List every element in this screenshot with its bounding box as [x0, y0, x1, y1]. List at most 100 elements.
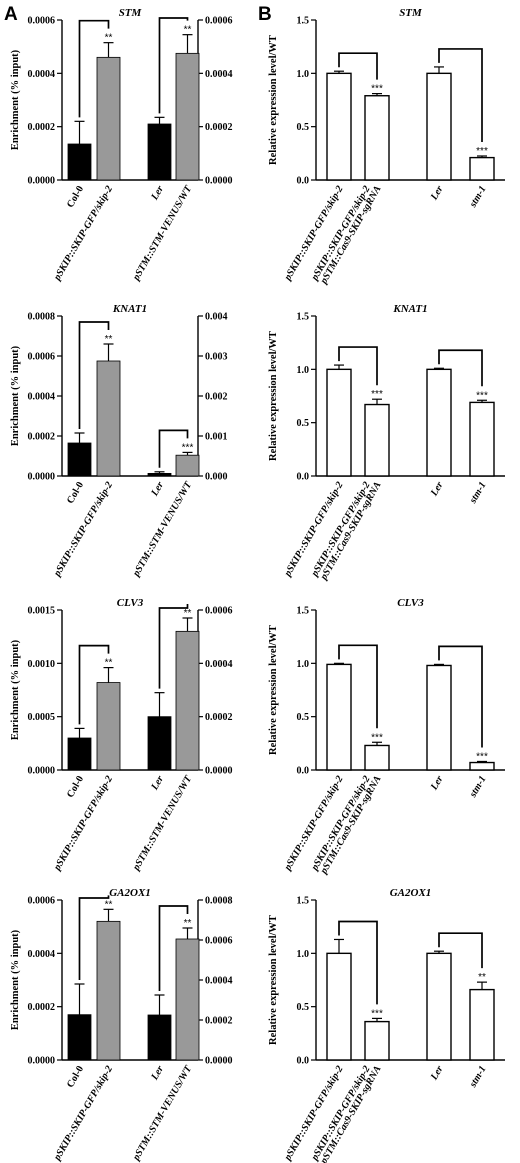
chart-title: CLV3: [397, 597, 424, 609]
bar: [326, 952, 352, 1061]
comparison-bracket: [78, 644, 110, 725]
bar: [469, 988, 495, 1061]
category-label: stm-1: [467, 480, 488, 506]
category-label: pSTM::STM-VENUS/WT: [130, 183, 194, 283]
comparison-bracket: [338, 920, 378, 1005]
y-axis-label: Relative expression level/WT: [268, 35, 279, 165]
bar: [364, 744, 390, 771]
significance-label: **: [184, 918, 192, 929]
y-right-tick-label: 0.000: [205, 472, 228, 483]
y-tick-label: 0.0000: [28, 472, 56, 483]
comparison-bracket: [338, 52, 378, 80]
chart-title: GA2OX1: [109, 887, 151, 899]
comparison-bracket: [158, 17, 189, 114]
comparison-bracket: [78, 895, 110, 980]
bar: [426, 72, 452, 181]
y-tick-label: 0.5: [297, 418, 310, 429]
category-label: Col-0: [65, 480, 86, 506]
chart-a-knat1: 0.0000 0.0002 0.0004 0.0006 0.0008 0.000 0.001…: [10, 303, 228, 579]
bar: [67, 143, 92, 181]
significance-label: ***: [371, 84, 383, 95]
y-tick-label: 0.0015: [28, 606, 56, 617]
y-right-tick-label: 0.002: [205, 392, 228, 403]
bar: [67, 442, 92, 477]
significance-label: ***: [371, 732, 383, 743]
y-axis-label: Enrichment (% input): [10, 49, 21, 150]
bar: [147, 123, 172, 181]
y-tick-label: 0.0002: [28, 432, 56, 443]
y-tick-label: 0.0: [297, 1056, 310, 1067]
bar: [364, 403, 390, 477]
panel-letter-b: B: [258, 4, 272, 25]
bar: [326, 368, 352, 477]
y-tick-label: 0.0006: [28, 16, 56, 27]
significance-label: ***: [476, 146, 488, 157]
y-right-tick-label: 0.0004: [205, 659, 233, 670]
bar: [469, 401, 495, 477]
comparison-bracket: [158, 429, 189, 468]
bar: [96, 360, 121, 477]
bar: [175, 630, 200, 771]
chart-b-ga2ox1: 0.0 0.5 1.0 1.5 Relative expression level/WT…: [268, 887, 505, 1163]
significance-label: ***: [476, 751, 488, 762]
category-label: pSKIP::SKIP-GFP/skip-2: [51, 774, 115, 873]
category-label: Ler: [149, 774, 166, 793]
significance-label: **: [105, 334, 113, 345]
significance-label: ***: [182, 442, 194, 453]
bar: [67, 737, 92, 771]
category-label: Ler: [428, 184, 445, 203]
category-label: pSTM::STM-VENUS/WT: [130, 1063, 194, 1163]
y-right-tick-label: 0.0002: [205, 122, 233, 133]
bar: [326, 72, 352, 181]
bar: [96, 56, 121, 181]
y-tick-label: 0.0: [297, 176, 310, 187]
comparison-bracket: [438, 645, 483, 748]
significance-label: ***: [476, 390, 488, 401]
y-right-tick-label: 0.0000: [205, 1056, 233, 1067]
chart-title: GA2OX1: [390, 887, 432, 899]
y-right-tick-label: 0.0002: [205, 712, 233, 723]
bar: [364, 1020, 390, 1061]
significance-label: **: [184, 608, 192, 619]
bar: [96, 920, 121, 1061]
bar: [426, 368, 452, 477]
comparison-bracket: [78, 19, 110, 118]
panel-letter-a: A: [4, 4, 18, 25]
category-label: stm-1: [467, 184, 488, 210]
y-axis-label: Relative expression level/WT: [268, 331, 279, 461]
y-tick-label: 0.0: [297, 766, 310, 777]
chart-b-stm: 0.0 0.5 1.0 1.5 Relative expression level/WT…: [268, 7, 505, 287]
chart-a-stm: 0.0000 0.0002 0.0004 0.0006 0.0000 0.0002 0.00…: [10, 7, 233, 283]
comparison-bracket: [78, 321, 110, 429]
category-label: Ler: [149, 1064, 166, 1083]
y-tick-label: 0.5: [297, 712, 310, 723]
significance-label: ***: [371, 1008, 383, 1019]
bar: [147, 716, 172, 771]
chart-b-knat1: 0.0 0.5 1.0 1.5 Relative expression level/WT…: [268, 303, 505, 583]
y-tick-label: 1.5: [297, 606, 310, 617]
category-label: pSKIP::SKIP-GFP/skip-2: [51, 1064, 115, 1163]
significance-label: **: [105, 658, 113, 669]
y-tick-label: 1.0: [297, 949, 310, 960]
bar: [175, 454, 200, 477]
y-tick-label: 1.5: [297, 16, 310, 27]
y-right-tick-label: 0.004: [205, 312, 228, 323]
y-right-tick-label: 0.0006: [205, 936, 233, 947]
bar: [96, 682, 121, 771]
significance-label: **: [105, 33, 113, 44]
category-label: stm-1: [467, 1064, 488, 1090]
y-axis-label: Relative expression level/WT: [268, 625, 279, 755]
y-right-tick-label: 0.0000: [205, 176, 233, 187]
y-right-tick-label: 0.003: [205, 352, 228, 363]
y-right-tick-label: 0.0006: [205, 16, 233, 27]
y-tick-label: 0.0004: [28, 69, 56, 80]
y-tick-label: 1.0: [297, 365, 310, 376]
comparison-bracket: [438, 932, 483, 969]
chart-title: CLV3: [117, 597, 144, 609]
significance-label: ***: [371, 389, 383, 400]
category-label: Ler: [428, 774, 445, 793]
comparison-bracket: [438, 48, 483, 142]
category-label: Ler: [428, 1064, 445, 1083]
y-right-tick-label: 0.0004: [205, 69, 233, 80]
y-tick-label: 1.0: [297, 659, 310, 670]
